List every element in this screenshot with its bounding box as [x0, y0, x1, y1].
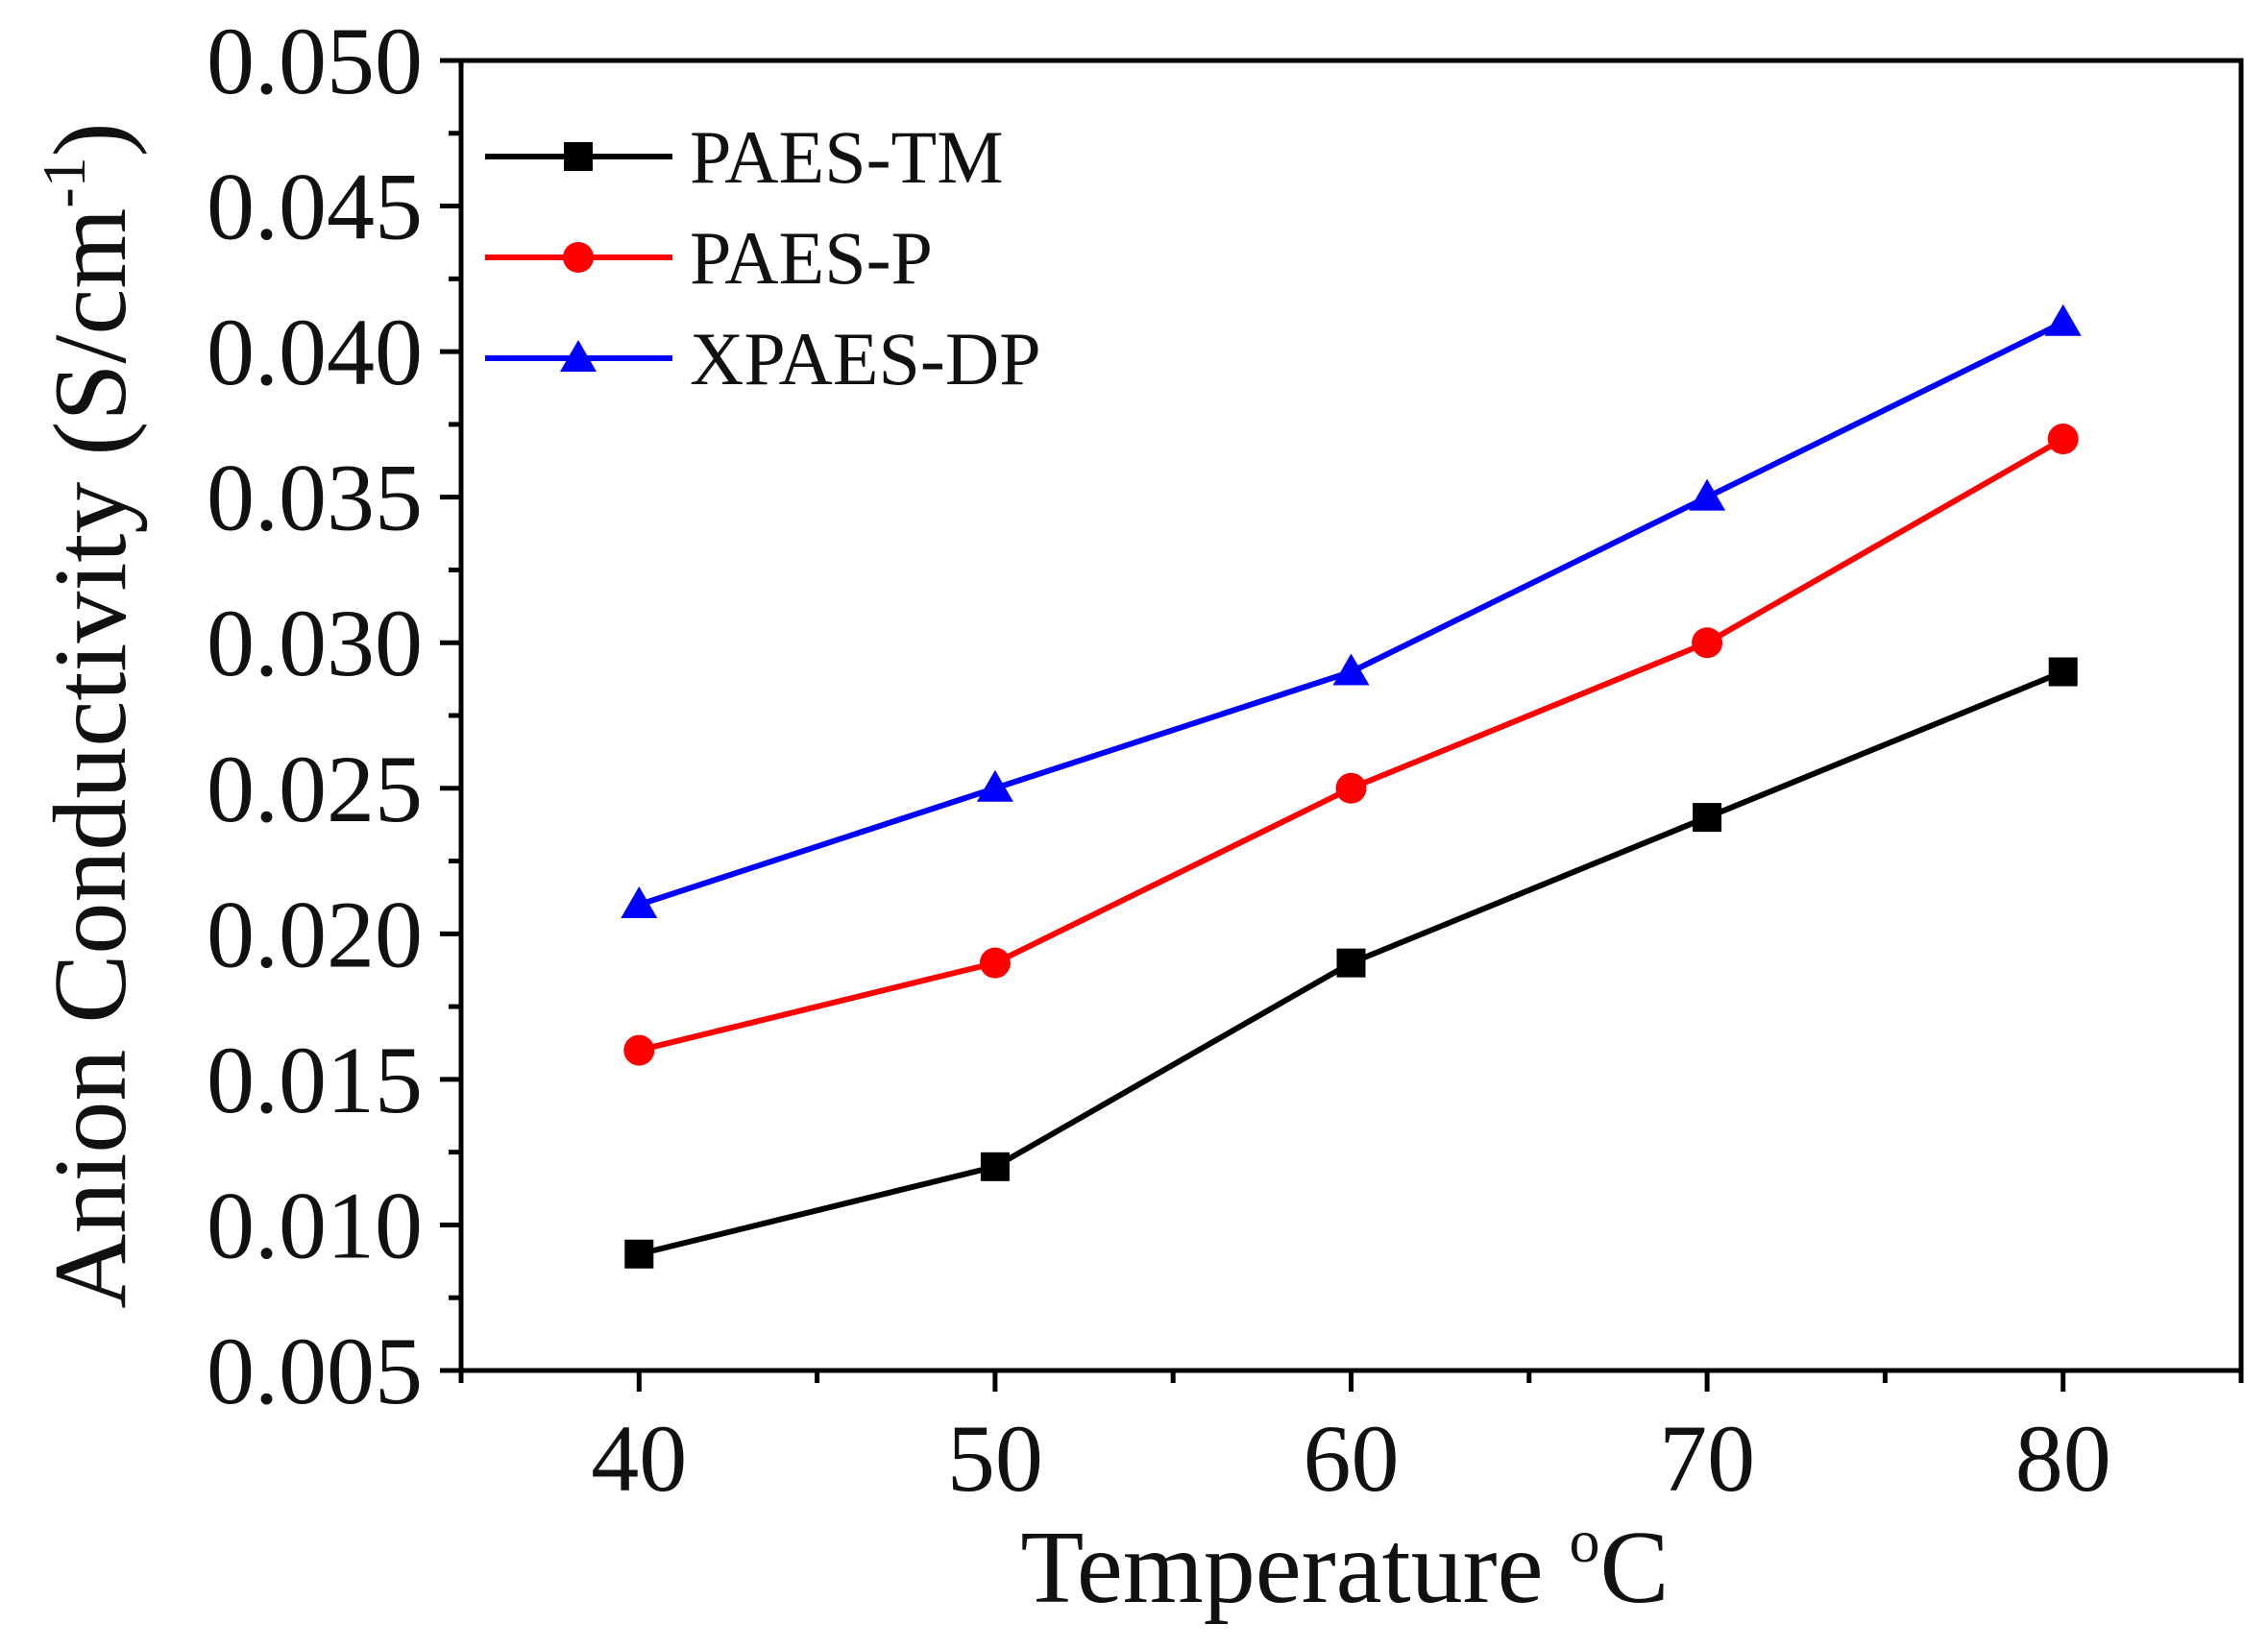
x-tick-label: 60 [1304, 1405, 1400, 1512]
y-tick-label: 0.045 [207, 154, 423, 260]
y-axis-ticks: 0.005 0.010 0.015 0.020 0.025 0.030 0.035 0.040… [207, 8, 461, 1424]
legend-label: PAES-P [690, 216, 933, 300]
data-point [1693, 803, 1722, 833]
data-point [2047, 424, 2079, 455]
data-point [1692, 627, 1723, 659]
y-tick-label: 0.010 [207, 1172, 423, 1278]
data-point [2044, 303, 2082, 336]
legend-label: XPAES-DP [690, 317, 1041, 400]
legend-marker [563, 242, 594, 273]
y-tick-label: 0.025 [207, 736, 423, 842]
legend-marker [564, 142, 593, 171]
x-axis-ticks: 40 50 60 70 80 [458, 1370, 2244, 1512]
data-point [623, 1034, 655, 1066]
data-point [624, 1239, 654, 1269]
series-layer [621, 303, 2082, 1269]
x-tick-label: 40 [591, 1405, 687, 1512]
x-tick-label: 70 [1659, 1405, 1755, 1512]
data-point [1336, 948, 1366, 978]
data-point [1689, 478, 1726, 511]
legend: PAES-TM PAES-P XPAES-DP [485, 115, 1041, 400]
y-tick-label: 0.040 [207, 299, 423, 405]
x-axis-title-main: Temperature [1020, 1511, 1569, 1625]
series-paes-p [623, 424, 2079, 1066]
y-axis-title-close: ) [34, 122, 148, 157]
series-line [638, 320, 2065, 908]
legend-item: XPAES-DP [485, 317, 1041, 400]
legend-item: PAES-P [485, 216, 933, 300]
y-axis-title: Anion Conductivity (S/cm-1) [30, 122, 148, 1308]
series-xpaes-dp [621, 303, 2082, 919]
y-tick-label: 0.050 [207, 8, 423, 114]
x-axis-title-superscript: o [1570, 1507, 1600, 1575]
y-axis-title-main: Anion Conductivity (S/cm [34, 208, 148, 1309]
data-point [2048, 657, 2078, 687]
legend-item: PAES-TM [485, 115, 1004, 199]
data-point [980, 1152, 1010, 1181]
legend-label: PAES-TM [690, 115, 1004, 199]
x-axis-title: Temperature oC [1020, 1507, 1669, 1625]
y-tick-label: 0.020 [207, 881, 423, 987]
data-point [621, 886, 658, 919]
data-point [976, 769, 1013, 802]
y-tick-label: 0.035 [207, 445, 423, 551]
x-axis-title-unit: C [1600, 1511, 1670, 1625]
y-tick-label: 0.030 [207, 590, 423, 696]
x-tick-label: 50 [947, 1405, 1043, 1512]
legend-marker [560, 340, 597, 372]
data-point [979, 947, 1011, 979]
x-tick-label: 80 [2015, 1405, 2111, 1512]
data-point [1332, 653, 1370, 686]
data-point [1335, 772, 1367, 804]
y-tick-label: 0.015 [207, 1027, 423, 1133]
y-tick-label: 0.005 [207, 1318, 423, 1424]
y-axis-title-superscript: -1 [30, 157, 98, 207]
series-paes-tm [624, 657, 2078, 1269]
